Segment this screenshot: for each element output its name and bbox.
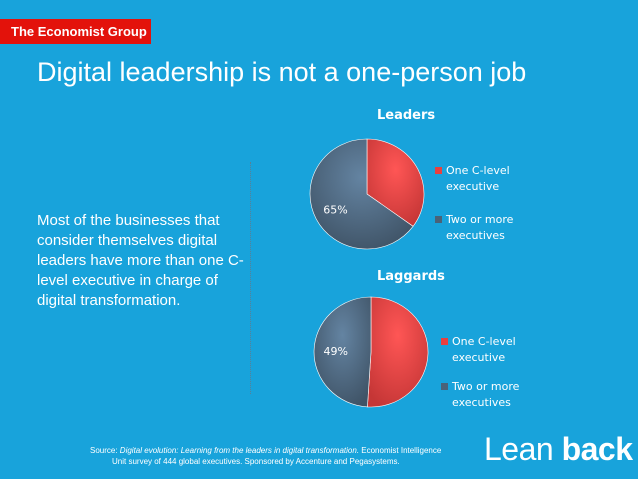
slide-title: Digital leadership is not a one-person j… (37, 57, 527, 87)
legend-label: One C-level executive (446, 164, 510, 193)
source-line-2: Unit survey of 444 global executives. Sp… (112, 457, 400, 466)
legend-swatch-slate (435, 216, 442, 223)
pie-slice-two-or-more (313, 296, 372, 408)
brand-word-back: back (561, 431, 633, 467)
legend-swatch-red (441, 338, 448, 345)
legend-label: Two or more executives (452, 380, 520, 409)
dotted-divider (250, 162, 251, 394)
source-suffix: Economist Intelligence (359, 446, 442, 455)
legend-label: Two or more executives (446, 213, 514, 242)
source-citation: Source: Digital evolution: Learning from… (90, 445, 490, 467)
leanback-logo: Lean back (484, 431, 633, 468)
legend-swatch-red (435, 167, 442, 174)
pie-data-label: 65% (323, 204, 347, 217)
legend-label: One C-level executive (452, 335, 516, 364)
brand-word-lean: Lean (484, 431, 554, 467)
pie-chart-laggards: 49% (313, 296, 429, 408)
source-prefix: Source: (90, 446, 120, 455)
pie-slice-one-c-level (366, 138, 425, 227)
slide-body-text: Most of the businesses that consider the… (37, 212, 244, 309)
source-report-title: Digital evolution: Learning from the lea… (119, 446, 360, 455)
pie-slice-two-or-more (309, 138, 414, 250)
pie-data-label: 49% (323, 345, 347, 358)
economist-group-logo: The Economist Group (0, 19, 151, 44)
chart-title-laggards: Laggards (377, 269, 445, 284)
pie-chart-leaders: 65% (309, 138, 425, 250)
legend-swatch-slate (441, 383, 448, 390)
pie-slice-one-c-level (367, 296, 429, 408)
chart-title-leaders: Leaders (377, 108, 436, 123)
